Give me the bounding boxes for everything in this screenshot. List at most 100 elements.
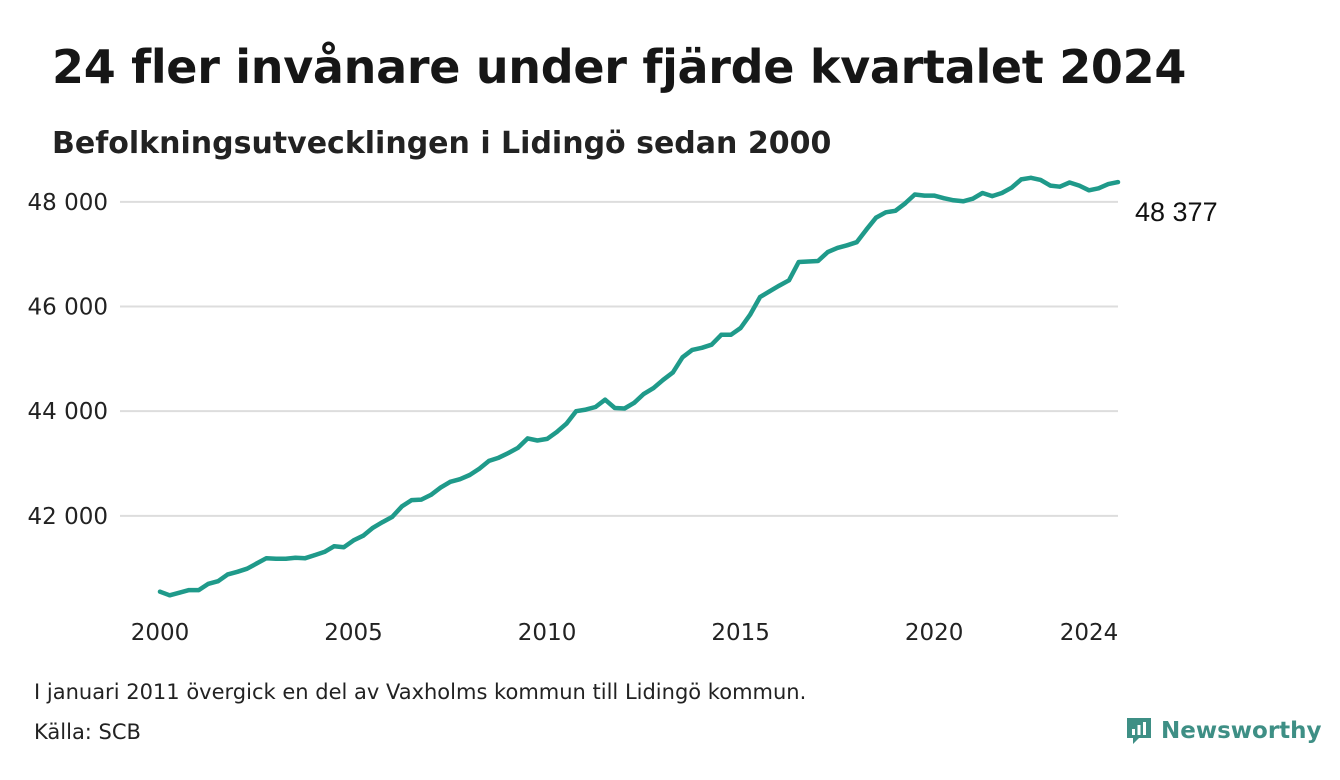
data-point xyxy=(370,525,375,530)
data-point xyxy=(874,215,879,220)
data-point xyxy=(235,569,240,574)
newsworthy-logo-icon xyxy=(1127,718,1151,744)
x-tick-label: 2024 xyxy=(1060,620,1119,646)
y-axis-ticks: 42 000 44 000 46 000 48 000 xyxy=(28,190,108,530)
y-tick-label: 46 000 xyxy=(28,295,108,321)
data-point xyxy=(390,514,395,519)
x-axis-ticks: 2000 2005 2010 2015 2020 2024 xyxy=(131,620,1119,646)
data-point xyxy=(970,196,975,201)
data-point xyxy=(825,250,830,255)
data-point xyxy=(264,556,269,561)
data-point xyxy=(254,561,259,566)
data-point xyxy=(941,196,946,201)
data-point xyxy=(496,455,501,460)
x-tick-label: 2000 xyxy=(131,620,190,646)
data-point xyxy=(728,332,733,337)
data-point xyxy=(999,190,1004,195)
data-point xyxy=(554,430,559,435)
brand-logo: Newsworthy xyxy=(1125,716,1322,746)
data-point xyxy=(719,332,724,337)
data-point xyxy=(786,278,791,283)
data-point xyxy=(303,556,308,561)
data-point xyxy=(1106,182,1111,187)
data-point xyxy=(1086,188,1091,193)
end-value-label: 48 377 xyxy=(1135,197,1218,227)
data-point xyxy=(699,345,704,350)
data-point xyxy=(980,190,985,195)
data-point xyxy=(564,421,569,426)
data-point xyxy=(796,260,801,265)
data-point xyxy=(990,194,995,199)
data-point xyxy=(603,397,608,402)
data-point xyxy=(767,289,772,294)
y-tick-label: 42 000 xyxy=(28,504,108,530)
data-point xyxy=(177,590,182,595)
source-label: Källa: SCB xyxy=(34,720,141,744)
data-point xyxy=(661,377,666,382)
data-point xyxy=(777,283,782,288)
data-point xyxy=(322,549,327,554)
data-point xyxy=(206,581,211,586)
data-point xyxy=(312,553,317,558)
data-point xyxy=(816,258,821,263)
data-point xyxy=(922,193,927,198)
data-point xyxy=(1057,184,1062,189)
data-points xyxy=(158,175,1120,598)
data-point xyxy=(380,520,385,525)
population-line xyxy=(157,175,1121,598)
data-point xyxy=(1019,177,1024,182)
data-point xyxy=(835,245,840,250)
data-point xyxy=(399,504,404,509)
data-point xyxy=(428,492,433,497)
data-point xyxy=(1028,175,1033,180)
data-point xyxy=(487,458,492,463)
data-point xyxy=(961,199,966,204)
chart-title: 24 fler invånare under fjärde kvartalet … xyxy=(52,40,1187,94)
data-point xyxy=(283,556,288,561)
data-point xyxy=(583,407,588,412)
data-point xyxy=(341,545,346,550)
data-point xyxy=(525,436,530,441)
data-point xyxy=(883,210,888,215)
data-point xyxy=(574,409,579,414)
data-point xyxy=(409,498,414,503)
data-point xyxy=(893,208,898,213)
data-point xyxy=(438,485,443,490)
data-point xyxy=(1096,186,1101,191)
data-point xyxy=(225,572,230,577)
data-point xyxy=(612,406,617,411)
data-point xyxy=(167,593,172,598)
data-point xyxy=(516,445,521,450)
y-tick-label: 44 000 xyxy=(28,399,108,425)
data-point xyxy=(845,243,850,248)
data-point xyxy=(332,544,337,549)
x-tick-label: 2020 xyxy=(905,620,964,646)
data-point xyxy=(641,391,646,396)
data-point xyxy=(748,312,753,317)
data-point xyxy=(1116,180,1120,185)
data-point xyxy=(1048,183,1053,188)
data-point xyxy=(622,406,627,411)
x-tick-label: 2010 xyxy=(518,620,577,646)
x-tick-label: 2015 xyxy=(711,620,770,646)
chart-subtitle: Befolkningsutvecklingen i Lidingö sedan … xyxy=(52,126,832,161)
data-point xyxy=(912,192,917,197)
x-tick-label: 2005 xyxy=(324,620,383,646)
data-point xyxy=(932,193,937,198)
data-point xyxy=(419,497,424,502)
data-point xyxy=(158,589,162,594)
data-point xyxy=(1009,185,1014,190)
brand-name: Newsworthy xyxy=(1161,718,1322,744)
data-point xyxy=(651,386,656,391)
data-point xyxy=(690,347,695,352)
data-point xyxy=(245,566,250,571)
data-point xyxy=(274,556,279,561)
y-tick-label: 48 000 xyxy=(28,190,108,216)
data-point xyxy=(351,538,356,543)
data-point xyxy=(216,579,221,584)
data-point xyxy=(187,588,192,593)
data-point xyxy=(680,355,685,360)
data-point xyxy=(545,436,550,441)
data-point xyxy=(1077,183,1082,188)
data-point xyxy=(448,479,453,484)
